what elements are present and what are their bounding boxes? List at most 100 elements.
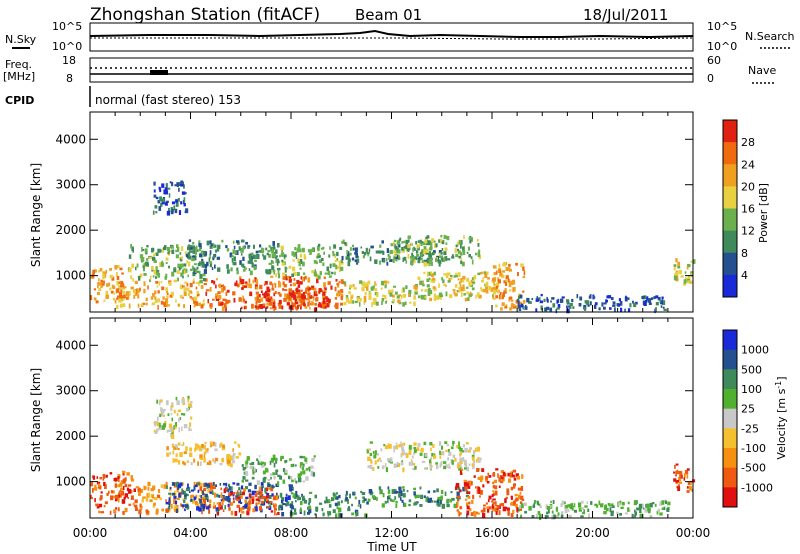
power-data-cell [239,278,242,283]
power-data-cell [365,282,369,287]
velocity-data-cell [308,509,312,514]
velocity-data-cell [218,506,221,511]
power-data-cell [296,272,300,276]
velocity-data-cell [216,507,220,511]
velocity-data-cell [196,502,200,508]
power-data-cell [247,246,250,249]
power-data-cell [410,261,414,265]
velocity-data-cell [124,493,129,498]
power-data-cell [219,303,223,306]
power-data-cell [398,239,401,242]
power-data-cell [198,240,201,245]
power-data-cell [444,235,448,240]
velocity-data-cell [160,407,163,412]
power-data-cell [180,180,183,184]
velocity-data-cell [175,508,178,513]
velocity-data-cell [290,464,293,468]
power-data-cell [492,290,496,295]
power-data-cell [214,264,216,269]
power-data-cell [208,257,211,262]
power-data-cell [167,187,171,190]
velocity-data-cell [586,501,589,504]
velocity-data-cell [247,489,252,493]
velocity-data-cell [205,448,209,452]
power-data-cell [535,298,539,302]
power-data-cell [168,193,171,198]
power-data-cell [402,247,405,250]
power-data-cell [457,248,459,252]
power-data-cell [192,280,195,284]
velocity-data-cell [331,497,335,501]
velocity-data-cell [227,488,230,493]
power-data-cell [299,296,303,301]
velocity-data-cell [245,479,249,482]
power-data-cell [116,276,120,281]
velocity-data-cell [495,490,498,496]
velocity-data-cell [264,496,267,499]
power-data-cell [186,282,189,287]
freq-glitch-mark [150,70,168,75]
velocity-data-cell [452,441,454,446]
velocity-data-cell [113,478,117,481]
velocity-data-cell [254,493,258,496]
power-data-cell [336,292,340,297]
velocity-data-cell [510,513,514,518]
velocity-data-cell [498,510,501,516]
velocity-data-cell [463,482,467,486]
power-data-cell [187,274,189,278]
power-data-cell [507,278,510,283]
velocity-data-cell [153,421,156,425]
power-data-cell [264,281,268,285]
velocity-data-cell [267,478,271,482]
power-data-cell [141,248,145,252]
velocity-data-cell [294,464,297,467]
power-data-cell [136,288,139,292]
noise-tick-low-right: 10^0 [707,40,737,53]
power-data-cell [422,249,426,255]
power-data-cell [139,287,141,292]
velocity-data-cell [161,413,164,417]
power-data-cell [278,282,282,288]
power-data-cell [105,269,108,274]
power-data-cell [427,258,429,264]
power-data-cell [277,243,280,248]
velocity-data-cell [348,506,350,511]
power-data-cell [291,301,293,306]
power-data-cell [180,201,183,205]
power-data-cell [462,284,465,290]
power-data-cell [606,295,609,299]
power-data-cell [646,296,649,301]
power-data-cell [248,268,251,271]
velocity-data-cell [130,490,133,493]
power-data-cell [421,249,424,252]
power-data-cell [121,287,125,290]
power-data-cell [165,257,169,261]
velocity-data-cell [430,447,432,452]
power-data-cell [515,299,519,304]
power-data-cell [265,296,268,302]
power-y-tick-label: 3000 [55,178,86,192]
velocity-data-cell [451,460,454,465]
power-data-cell [446,236,450,241]
velocity-data-cell [219,483,222,486]
velocity-data-cell [334,502,338,507]
power-data-cell [240,248,244,253]
power-data-cell [502,263,506,267]
velocity-data-cell [480,475,484,481]
velocity-data-cell [277,474,281,478]
power-data-cell [196,249,199,252]
velocity-data-cell [505,496,508,500]
velocity-data-cell [245,465,249,469]
power-data-cell [311,296,315,299]
velocity-data-cell [376,496,378,501]
power-data-cell [203,277,206,282]
power-data-cell [231,255,234,258]
velocity-data-cell [222,500,224,506]
power-data-cell [275,273,277,278]
velocity-data-cell [190,416,193,420]
power-data-cell [566,305,568,309]
power-data-cell [419,280,423,286]
power-data-cell [370,245,374,249]
velocity-data-cell [550,500,552,503]
